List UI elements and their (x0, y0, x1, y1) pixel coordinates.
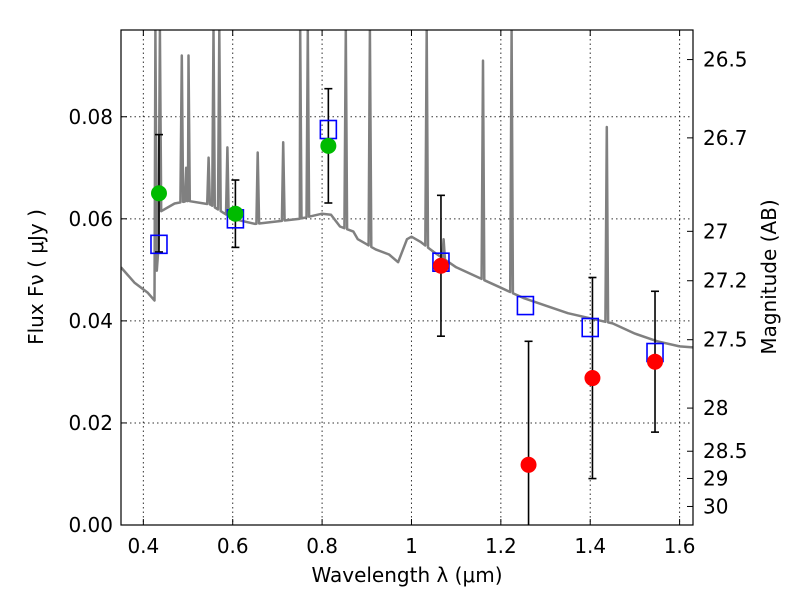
x-axis: 0.4 0.6 0.8 1 1.2 1.4 1.6 (127, 30, 696, 558)
y-tick-label: 0.04 (68, 309, 113, 333)
right-tick-label: 26.7 (703, 126, 748, 150)
observed-point (432, 257, 449, 274)
plot-background (121, 30, 693, 525)
right-tick-label: 30 (703, 494, 728, 518)
observed-point (520, 456, 537, 473)
x-tick-label: 1 (405, 534, 418, 558)
x-tick-label: 0.8 (306, 534, 338, 558)
y-axis-label: Flux Fν ( μJy ) (24, 209, 48, 345)
right-magnitude-axis: 26.5 26.7 27 27.2 27.5 28 28.5 29 30 (687, 48, 748, 518)
right-tick-label: 27.5 (703, 328, 748, 352)
y-tick-label: 0.06 (68, 207, 113, 231)
x-tick-label: 1.6 (664, 534, 696, 558)
observed-point (227, 205, 244, 222)
y-tick-label: 0.00 (68, 513, 113, 537)
right-tick-label: 27 (703, 219, 728, 243)
x-axis-label: Wavelength λ (μm) (311, 563, 502, 587)
data-markers (150, 119, 664, 473)
model-photometry-square (150, 234, 168, 255)
right-axis-label: Magnitude (AB) (757, 199, 781, 354)
x-tick-label: 1.2 (485, 534, 517, 558)
observed-point (584, 370, 601, 387)
model-photometry-square (581, 317, 600, 338)
right-tick-label: 28.5 (703, 439, 748, 463)
plot-frame (120, 29, 694, 526)
x-tick-label: 0.6 (217, 534, 249, 558)
right-tick-label: 27.2 (703, 269, 748, 293)
observed-point (647, 353, 664, 370)
x-tick-label: 0.4 (127, 534, 159, 558)
y-axis: 0.00 0.02 0.04 0.06 0.08 (68, 105, 127, 537)
observed-point (150, 185, 167, 202)
model-spectrum (121, 30, 693, 349)
y-tick-label: 0.02 (68, 411, 113, 435)
right-tick-label: 29 (703, 466, 728, 490)
x-tick-label: 1.4 (574, 534, 606, 558)
model-photometry-square (516, 295, 535, 316)
y-tick-label: 0.08 (68, 105, 113, 129)
spectrum-line (121, 30, 693, 349)
right-tick-label: 28 (703, 396, 728, 420)
right-tick-label: 26.5 (703, 48, 748, 72)
observed-point (320, 137, 337, 154)
